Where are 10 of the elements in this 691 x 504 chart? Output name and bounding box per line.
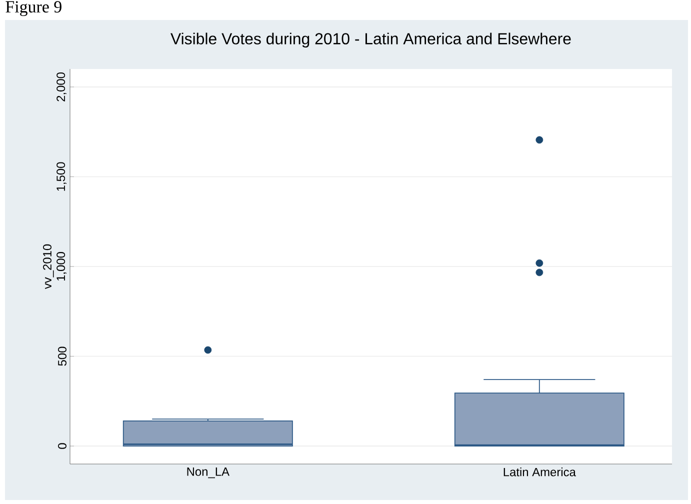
- chart-title: Visible Votes during 2010 - Latin America and Elsewhere: [170, 32, 571, 48]
- y-tick-label: 500: [58, 346, 66, 366]
- x-tick-label: Non_LA: [187, 468, 230, 478]
- caption: Figure 9: [6, 1, 62, 16]
- y-tick-label: 0: [58, 443, 66, 449]
- x-tick-label: Latin America: [504, 468, 576, 476]
- y-axis-title: vv_2010: [43, 244, 54, 290]
- y-tick-label: 1,000: [56, 252, 66, 281]
- y-tick-label: 1,500: [56, 162, 66, 191]
- y-tick-label: 2,000: [56, 72, 66, 102]
